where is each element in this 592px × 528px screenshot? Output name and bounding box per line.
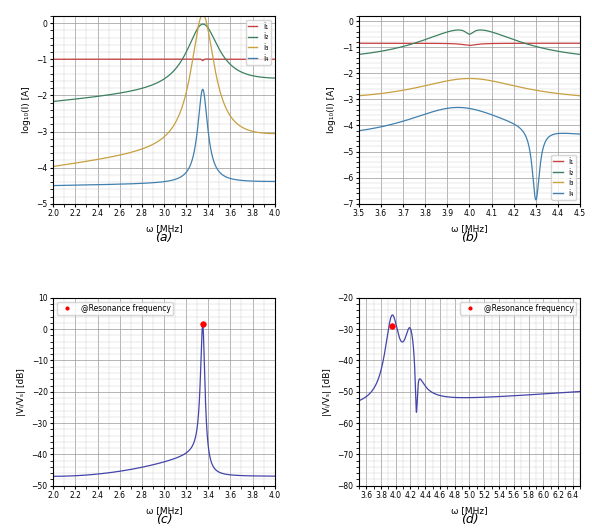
Y-axis label: log₁₀(I) [A]: log₁₀(I) [A] [22, 87, 31, 133]
Legend: @Resonance frequency: @Resonance frequency [461, 301, 577, 315]
Y-axis label: log₁₀(I) [A]: log₁₀(I) [A] [327, 87, 336, 133]
Text: (b): (b) [461, 231, 478, 244]
Y-axis label: |Vₗ/Vₛ| [dB]: |Vₗ/Vₛ| [dB] [323, 368, 332, 416]
X-axis label: ω [MHz]: ω [MHz] [451, 506, 488, 515]
Text: (a): (a) [155, 231, 173, 244]
X-axis label: ω [MHz]: ω [MHz] [146, 224, 182, 233]
X-axis label: ω [MHz]: ω [MHz] [451, 224, 488, 233]
Text: (c): (c) [156, 513, 172, 526]
X-axis label: ω [MHz]: ω [MHz] [146, 506, 182, 515]
Legend: @Resonance frequency: @Resonance frequency [57, 301, 173, 315]
Legend: i₁, i₂, i₃, i₄: i₁, i₂, i₃, i₄ [246, 20, 271, 65]
Text: (d): (d) [461, 513, 478, 526]
Legend: i₁, i₂, i₃, i₄: i₁, i₂, i₃, i₄ [551, 155, 577, 200]
Y-axis label: |Vₗ/Vₛ| [dB]: |Vₗ/Vₛ| [dB] [17, 368, 26, 416]
